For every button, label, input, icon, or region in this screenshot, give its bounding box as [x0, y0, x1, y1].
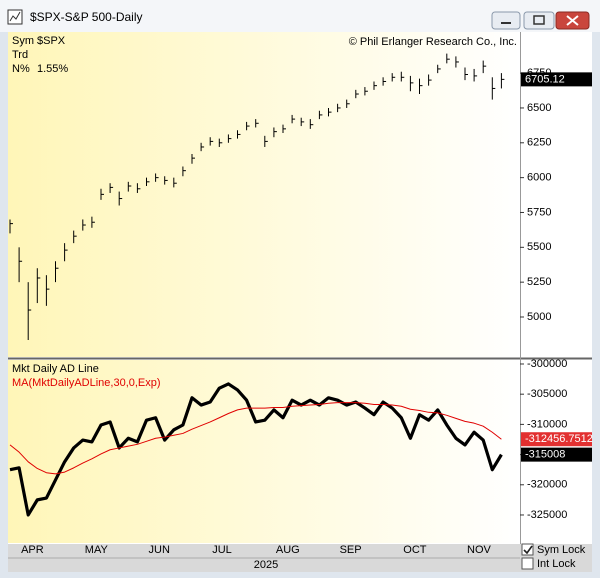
sym-label: Sym [12, 35, 34, 47]
legend-entry: MA(MktDailyADLine,30,0,Exp) [12, 377, 161, 389]
checkbox[interactable] [521, 557, 534, 570]
ad-panel [8, 360, 520, 543]
y-tick-label: -305000 [527, 388, 567, 400]
y-tick-label: 6000 [527, 172, 551, 184]
x-tick-label: MAY [85, 544, 109, 556]
window-title: $SPX-S&P 500-Daily [30, 10, 143, 24]
x-tick-label: OCT [403, 544, 427, 556]
y-tick-label: 6250 [527, 137, 551, 149]
last-value-label: -315008 [525, 449, 565, 461]
last-value-label: -312456.7512 [525, 433, 593, 445]
x-tick-label: NOV [467, 544, 492, 556]
x-tick-label: APR [21, 544, 44, 556]
legend-entry: Mkt Daily AD Line [12, 363, 99, 375]
app-icon [7, 9, 23, 25]
minimize-button[interactable] [491, 11, 521, 30]
y-tick-label: -320000 [527, 479, 567, 491]
checkbox-label: Sym Lock [537, 544, 586, 556]
n-value: 1.55% [37, 63, 68, 75]
y-tick-label: 5250 [527, 276, 551, 288]
last-value-box [521, 72, 592, 87]
price-panel [8, 32, 520, 357]
checkbox-label: Int Lock [537, 558, 576, 570]
n-label: N% [12, 63, 30, 75]
close-glyph [566, 15, 579, 26]
x-tick-label: SEP [340, 544, 362, 556]
last-value-label: 6705.12 [525, 73, 565, 85]
x-tick-label: JUL [212, 544, 232, 556]
series-line [9, 402, 502, 475]
series-line [9, 382, 503, 517]
last-value-box [521, 447, 592, 462]
y-tick-label: -310000 [527, 418, 567, 430]
x-tick-label: JUN [149, 544, 170, 556]
y-tick-label: 5750 [527, 206, 551, 218]
trd-label: Trd [12, 49, 28, 61]
app-icon-glyph [9, 11, 21, 22]
maximize-button[interactable] [523, 11, 555, 30]
checkbox[interactable] [521, 543, 534, 556]
last-value-box [521, 432, 592, 447]
y-tick-label: 5500 [527, 241, 551, 253]
year-label: 2025 [254, 559, 278, 571]
x-tick-label: AUG [276, 544, 300, 556]
copyright: © Phil Erlanger Research Co., Inc. [349, 36, 517, 48]
y-tick-label: 6500 [527, 102, 551, 114]
checkbox-check [523, 545, 533, 555]
sym-value: $SPX [37, 35, 66, 47]
maximize-glyph [533, 15, 545, 25]
y-tick-label: -325000 [527, 509, 567, 521]
y-tick-label: -300000 [527, 358, 567, 370]
y-tick-label: 5000 [527, 311, 551, 323]
